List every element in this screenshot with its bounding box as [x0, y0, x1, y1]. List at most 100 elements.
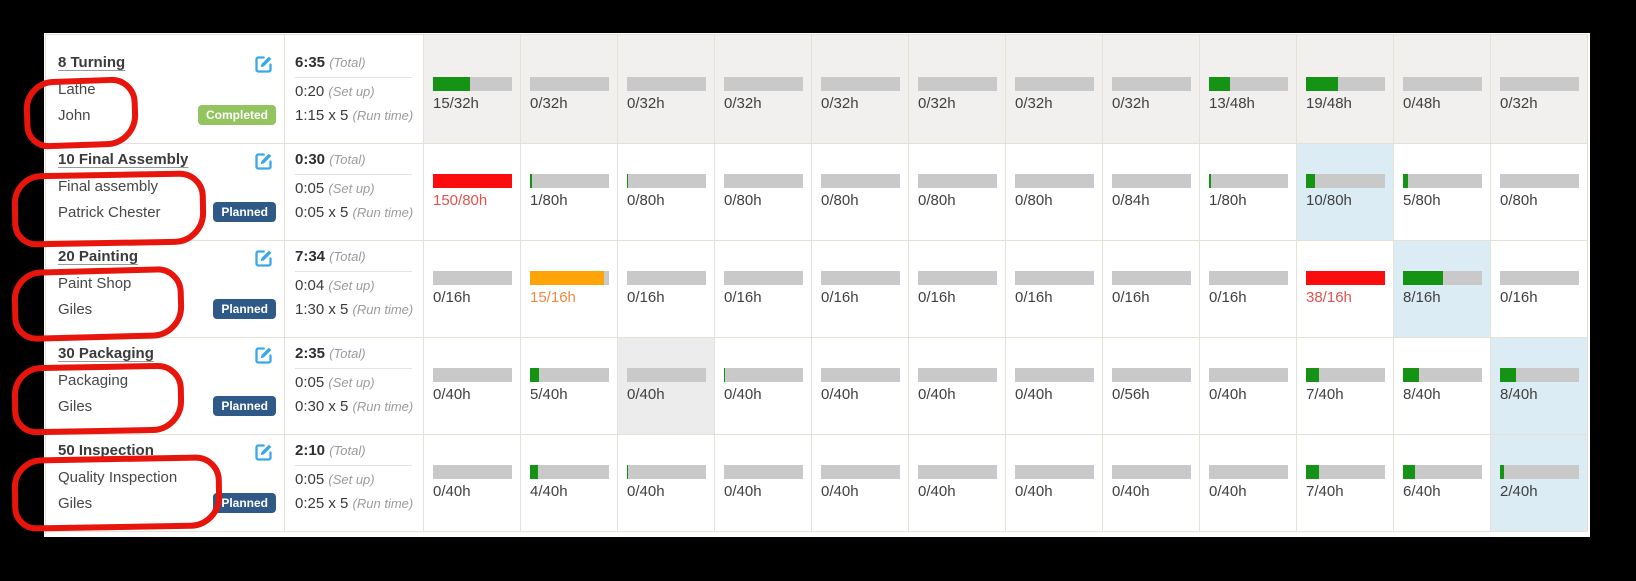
- capacity-cell[interactable]: 15/16h: [521, 241, 618, 337]
- capacity-label: 0/40h: [627, 386, 665, 403]
- total-note: (Total): [329, 443, 366, 458]
- capacity-label: 0/32h: [821, 95, 859, 112]
- capacity-cell[interactable]: 0/40h: [909, 338, 1006, 434]
- capacity-bar: [627, 77, 706, 91]
- capacity-bar: [627, 368, 706, 382]
- capacity-cell[interactable]: 13/48h: [1200, 47, 1297, 143]
- edit-icon[interactable]: [254, 345, 274, 365]
- capacity-cell[interactable]: 0/16h: [715, 241, 812, 337]
- status-badge: Completed: [197, 105, 276, 125]
- capacity-cell[interactable]: 0/40h: [715, 338, 812, 434]
- capacity-cell[interactable]: 5/40h: [521, 338, 618, 434]
- capacity-cell[interactable]: 0/40h: [812, 338, 909, 434]
- capacity-cell[interactable]: 0/40h: [715, 435, 812, 531]
- capacity-cell[interactable]: 8/40h: [1394, 338, 1491, 434]
- capacity-cell[interactable]: 7/40h: [1297, 338, 1394, 434]
- capacity-label: 0/40h: [821, 483, 859, 500]
- capacity-cell[interactable]: 0/48h: [1394, 47, 1491, 143]
- edit-icon[interactable]: [254, 151, 274, 171]
- setup-note: (Set up): [328, 278, 375, 293]
- capacity-cell[interactable]: 0/40h: [424, 338, 521, 434]
- capacity-cell[interactable]: 0/40h: [1006, 435, 1103, 531]
- capacity-cell[interactable]: 19/48h: [1297, 47, 1394, 143]
- operation-row: 20 Painting Paint Shop Giles Planned 7:34 (T…: [46, 241, 1588, 338]
- capacity-cell[interactable]: 38/16h: [1297, 241, 1394, 337]
- capacity-bar: [627, 174, 706, 188]
- capacity-label: 0/40h: [627, 483, 665, 500]
- capacity-cell[interactable]: 0/16h: [812, 241, 909, 337]
- capacity-cell[interactable]: 0/16h: [618, 241, 715, 337]
- capacity-cell[interactable]: 0/40h: [1200, 338, 1297, 434]
- capacity-label: 0/32h: [724, 95, 762, 112]
- operation-title-link[interactable]: 10 Final Assembly: [58, 151, 189, 168]
- capacity-cell[interactable]: 0/32h: [1006, 47, 1103, 143]
- capacity-cell[interactable]: 1/80h: [1200, 144, 1297, 240]
- capacity-cell[interactable]: 7/40h: [1297, 435, 1394, 531]
- capacity-cell[interactable]: 0/84h: [1103, 144, 1200, 240]
- total-time: 2:35: [295, 345, 326, 362]
- capacity-label: 0/48h: [1403, 95, 1441, 112]
- capacity-bar: [1500, 174, 1579, 188]
- capacity-cell[interactable]: 0/16h: [909, 241, 1006, 337]
- capacity-cell[interactable]: 0/80h: [618, 144, 715, 240]
- capacity-bar: [918, 465, 997, 479]
- operation-title-link[interactable]: 20 Painting: [58, 248, 139, 265]
- edit-icon[interactable]: [254, 54, 274, 74]
- capacity-cell[interactable]: 0/32h: [618, 47, 715, 143]
- capacity-cell[interactable]: 0/16h: [1200, 241, 1297, 337]
- capacity-bar: [821, 271, 900, 285]
- capacity-cell[interactable]: 0/40h: [424, 435, 521, 531]
- capacity-cell[interactable]: 0/40h: [618, 338, 715, 434]
- capacity-bar: [918, 174, 997, 188]
- capacity-cell[interactable]: 0/40h: [1200, 435, 1297, 531]
- capacity-bar: [433, 77, 512, 91]
- capacity-cell[interactable]: 0/56h: [1103, 338, 1200, 434]
- capacity-cell[interactable]: 0/16h: [1103, 241, 1200, 337]
- capacity-cell[interactable]: 2/40h: [1491, 435, 1588, 531]
- capacity-label: 15/16h: [530, 289, 576, 306]
- capacity-bar: [530, 465, 609, 479]
- capacity-cell[interactable]: 6/40h: [1394, 435, 1491, 531]
- capacity-label: 0/32h: [1112, 95, 1150, 112]
- capacity-cell[interactable]: 0/16h: [1006, 241, 1103, 337]
- capacity-cell[interactable]: 8/16h: [1394, 241, 1491, 337]
- capacity-cell[interactable]: 0/32h: [1491, 47, 1588, 143]
- setup-note: (Set up): [328, 84, 375, 99]
- capacity-cell[interactable]: 8/40h: [1491, 338, 1588, 434]
- capacity-label: 0/40h: [433, 483, 471, 500]
- capacity-cell[interactable]: 0/80h: [812, 144, 909, 240]
- capacity-bar: [1306, 174, 1385, 188]
- capacity-cell[interactable]: 0/80h: [909, 144, 1006, 240]
- capacity-cell[interactable]: 5/80h: [1394, 144, 1491, 240]
- capacity-cell[interactable]: 0/40h: [618, 435, 715, 531]
- capacity-bar-fill: [433, 174, 512, 188]
- capacity-bar: [530, 368, 609, 382]
- capacity-cell[interactable]: 0/40h: [909, 435, 1006, 531]
- capacity-cell[interactable]: 0/32h: [715, 47, 812, 143]
- capacity-cell[interactable]: 0/40h: [1006, 338, 1103, 434]
- capacity-cell[interactable]: 0/32h: [812, 47, 909, 143]
- capacity-bar: [821, 368, 900, 382]
- resource-name: Final assembly: [58, 178, 159, 195]
- capacity-cell[interactable]: 10/80h: [1297, 144, 1394, 240]
- capacity-cell[interactable]: 0/16h: [424, 241, 521, 337]
- edit-icon[interactable]: [254, 442, 274, 462]
- capacity-cell[interactable]: 0/80h: [1006, 144, 1103, 240]
- capacity-cell[interactable]: 15/32h: [424, 47, 521, 143]
- capacity-cell[interactable]: 0/40h: [812, 435, 909, 531]
- capacity-cell[interactable]: 0/32h: [1103, 47, 1200, 143]
- operation-title-link[interactable]: 50 Inspection: [58, 442, 154, 459]
- capacity-bar: [1403, 368, 1482, 382]
- capacity-cell[interactable]: 0/80h: [715, 144, 812, 240]
- capacity-cell[interactable]: 150/80h: [424, 144, 521, 240]
- capacity-cell[interactable]: 0/32h: [521, 47, 618, 143]
- capacity-cell[interactable]: 1/80h: [521, 144, 618, 240]
- capacity-cell[interactable]: 0/16h: [1491, 241, 1588, 337]
- capacity-cell[interactable]: 0/40h: [1103, 435, 1200, 531]
- operation-title-link[interactable]: 30 Packaging: [58, 345, 154, 362]
- capacity-cell[interactable]: 0/80h: [1491, 144, 1588, 240]
- operation-title-link[interactable]: 8 Turning: [58, 54, 126, 71]
- capacity-cell[interactable]: 4/40h: [521, 435, 618, 531]
- capacity-cell[interactable]: 0/32h: [909, 47, 1006, 143]
- edit-icon[interactable]: [254, 248, 274, 268]
